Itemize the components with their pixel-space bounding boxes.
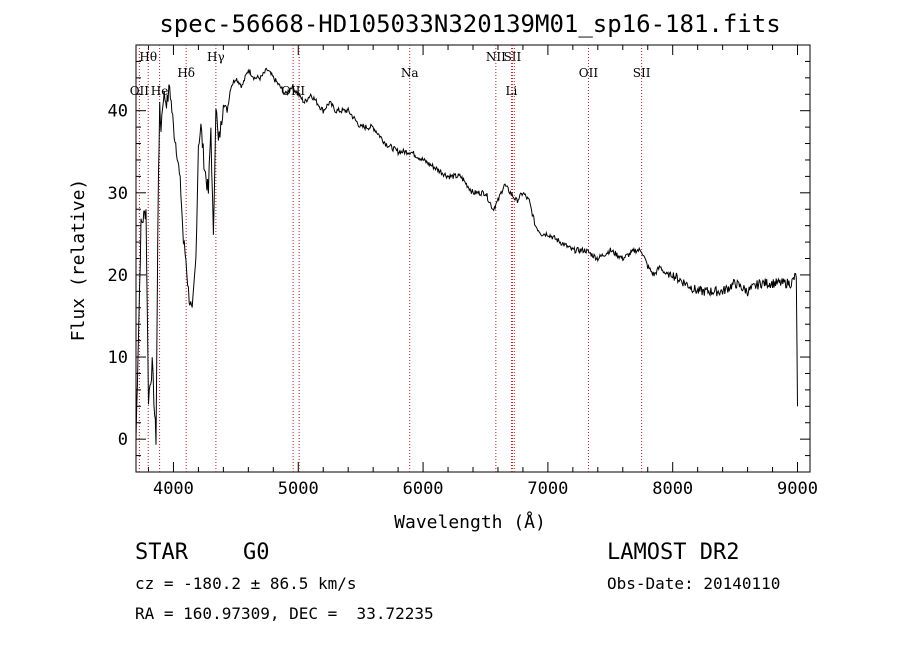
- spectral-line-label: OII: [130, 84, 150, 98]
- y-tick-label: 40: [108, 102, 128, 122]
- redshift-readout: cz = -180.2 ± 86.5 km/s: [135, 574, 357, 593]
- x-tick-label: 8000: [652, 479, 693, 499]
- spectral-line-label: SII: [633, 66, 651, 80]
- spectral-line-label: Hδ: [177, 66, 195, 80]
- y-tick-label: 20: [108, 266, 128, 286]
- obs-date: Obs-Date: 20140110: [607, 574, 781, 593]
- spectral-line-label: Li: [506, 84, 518, 98]
- spectral-line-label: Hγ: [207, 50, 225, 64]
- spectral-line-label: Hθ: [139, 50, 157, 64]
- coordinates: RA = 160.97309, DEC = 33.72235: [135, 604, 434, 623]
- spectral-line-label: SII: [504, 50, 522, 64]
- y-tick-label: 0: [118, 430, 128, 450]
- x-tick-label: 7000: [527, 479, 568, 499]
- x-tick-label: 4000: [153, 479, 194, 499]
- survey-name: LAMOST DR2: [607, 540, 740, 565]
- y-tick-label: 10: [108, 348, 128, 368]
- plot-frame: [135, 44, 811, 473]
- spectral-line-label: He: [151, 84, 169, 98]
- spectral-line-label: NII: [486, 50, 506, 64]
- x-tick-label: 5000: [278, 479, 319, 499]
- spectrum-line: [135, 67, 798, 445]
- x-tick-label: 6000: [403, 479, 444, 499]
- object-class: STAR: [135, 540, 188, 565]
- x-axis-label: Wavelength (Å): [394, 511, 546, 533]
- chart-title: spec-56668-HD105033N320139M01_sp16-181.f…: [159, 10, 780, 38]
- spectral-line-label: Na: [401, 66, 419, 80]
- y-tick-label: 30: [108, 184, 128, 204]
- object-subclass: G0: [243, 540, 270, 565]
- x-tick-label: 9000: [777, 479, 818, 499]
- y-axis-label: Flux (relative): [68, 179, 89, 342]
- spectral-line-label: OII: [579, 66, 599, 80]
